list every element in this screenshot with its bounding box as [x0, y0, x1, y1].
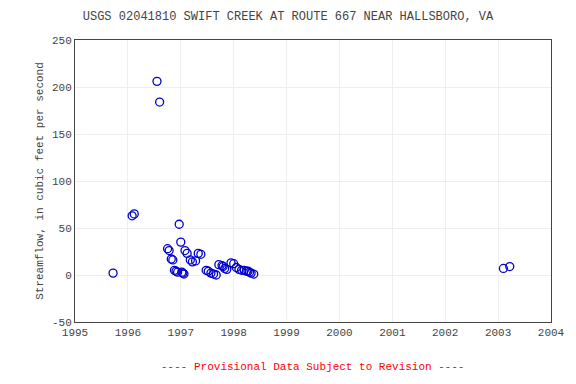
svg-text:50: 50 [59, 223, 72, 235]
svg-text:1998: 1998 [220, 327, 246, 339]
svg-text:1999: 1999 [273, 327, 299, 339]
svg-text:1995: 1995 [62, 327, 88, 339]
svg-text:0: 0 [65, 270, 72, 282]
svg-text:2000: 2000 [326, 327, 352, 339]
svg-text:2003: 2003 [485, 327, 511, 339]
svg-text:2001: 2001 [379, 327, 406, 339]
svg-text:1997: 1997 [168, 327, 194, 339]
svg-text:200: 200 [52, 82, 72, 94]
svg-text:250: 250 [52, 35, 72, 47]
svg-text:2002: 2002 [432, 327, 458, 339]
svg-text:150: 150 [52, 129, 72, 141]
svg-text:2004: 2004 [538, 327, 565, 339]
svg-text:100: 100 [52, 176, 72, 188]
svg-text:1996: 1996 [115, 327, 141, 339]
svg-text:-50: -50 [52, 317, 72, 329]
svg-text:Streamflow, in cubic feet per: Streamflow, in cubic feet per second [34, 62, 46, 300]
svg-text:USGS 02041810 SWIFT CREEK AT R: USGS 02041810 SWIFT CREEK AT ROUTE 667 N… [83, 10, 494, 24]
svg-text:---- Provisional Data Subject: ---- Provisional Data Subject to Revisio… [161, 361, 465, 373]
